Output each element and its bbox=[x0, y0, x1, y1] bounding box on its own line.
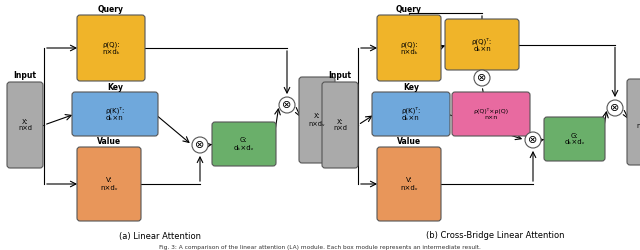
Text: X:
n×dᵥ: X: n×dᵥ bbox=[308, 114, 325, 126]
FancyBboxPatch shape bbox=[7, 82, 43, 168]
Text: X:
n×d: X: n×d bbox=[18, 118, 32, 132]
FancyBboxPatch shape bbox=[299, 77, 335, 163]
Text: ρ(Q)ᵀ×ρ(Q)
n×n: ρ(Q)ᵀ×ρ(Q) n×n bbox=[474, 108, 509, 120]
Text: ρ(K)ᵀ:
dₖ×n: ρ(K)ᵀ: dₖ×n bbox=[401, 107, 420, 121]
Text: (b) Cross-Bridge Linear Attention: (b) Cross-Bridge Linear Attention bbox=[426, 232, 564, 240]
Text: X:
n×dᵥ: X: n×dᵥ bbox=[637, 116, 640, 128]
Text: ρ(K)ᵀ:
dₖ×n: ρ(K)ᵀ: dₖ×n bbox=[106, 107, 125, 121]
Text: Value: Value bbox=[397, 138, 421, 146]
FancyBboxPatch shape bbox=[77, 15, 145, 81]
FancyBboxPatch shape bbox=[627, 79, 640, 165]
Text: Query: Query bbox=[98, 6, 124, 15]
Text: G:
dₖ×dᵥ: G: dₖ×dᵥ bbox=[234, 138, 254, 150]
FancyBboxPatch shape bbox=[72, 92, 158, 136]
FancyBboxPatch shape bbox=[544, 117, 605, 161]
FancyBboxPatch shape bbox=[372, 92, 450, 136]
Text: ⊗: ⊗ bbox=[611, 103, 620, 113]
FancyBboxPatch shape bbox=[452, 92, 530, 136]
Text: ρ(Q)ᵀ:
dₖ×n: ρ(Q)ᵀ: dₖ×n bbox=[472, 37, 492, 52]
Circle shape bbox=[525, 132, 541, 148]
Text: ρ(Q):
n×dₖ: ρ(Q): n×dₖ bbox=[400, 41, 418, 55]
Text: G:
dₖ×dᵥ: G: dₖ×dᵥ bbox=[564, 132, 585, 145]
Text: Input: Input bbox=[13, 70, 36, 80]
Text: X:
n×d: X: n×d bbox=[333, 118, 347, 132]
Text: ⊗: ⊗ bbox=[282, 100, 292, 110]
Text: ⊗: ⊗ bbox=[477, 73, 486, 83]
Text: V:
n×dᵥ: V: n×dᵥ bbox=[100, 178, 118, 190]
Text: ⊗: ⊗ bbox=[195, 140, 205, 150]
Circle shape bbox=[607, 100, 623, 116]
FancyBboxPatch shape bbox=[322, 82, 358, 168]
FancyBboxPatch shape bbox=[377, 15, 441, 81]
Text: Input: Input bbox=[328, 70, 351, 80]
Circle shape bbox=[279, 97, 295, 113]
Text: ⊗: ⊗ bbox=[528, 135, 538, 145]
Circle shape bbox=[474, 70, 490, 86]
FancyBboxPatch shape bbox=[77, 147, 141, 221]
Text: (a) Linear Attention: (a) Linear Attention bbox=[119, 232, 201, 240]
FancyBboxPatch shape bbox=[377, 147, 441, 221]
Text: Value: Value bbox=[97, 138, 121, 146]
Text: Key: Key bbox=[107, 82, 123, 92]
Text: V:
n×dᵥ: V: n×dᵥ bbox=[400, 178, 418, 190]
Circle shape bbox=[192, 137, 208, 153]
FancyBboxPatch shape bbox=[212, 122, 276, 166]
Text: Query: Query bbox=[396, 6, 422, 15]
Text: Key: Key bbox=[403, 82, 419, 92]
Text: ρ(Q):
n×dₖ: ρ(Q): n×dₖ bbox=[102, 41, 120, 55]
Text: Fig. 3: A comparison of the linear attention (LA) module. Each box module repres: Fig. 3: A comparison of the linear atten… bbox=[159, 246, 481, 250]
FancyBboxPatch shape bbox=[445, 19, 519, 70]
